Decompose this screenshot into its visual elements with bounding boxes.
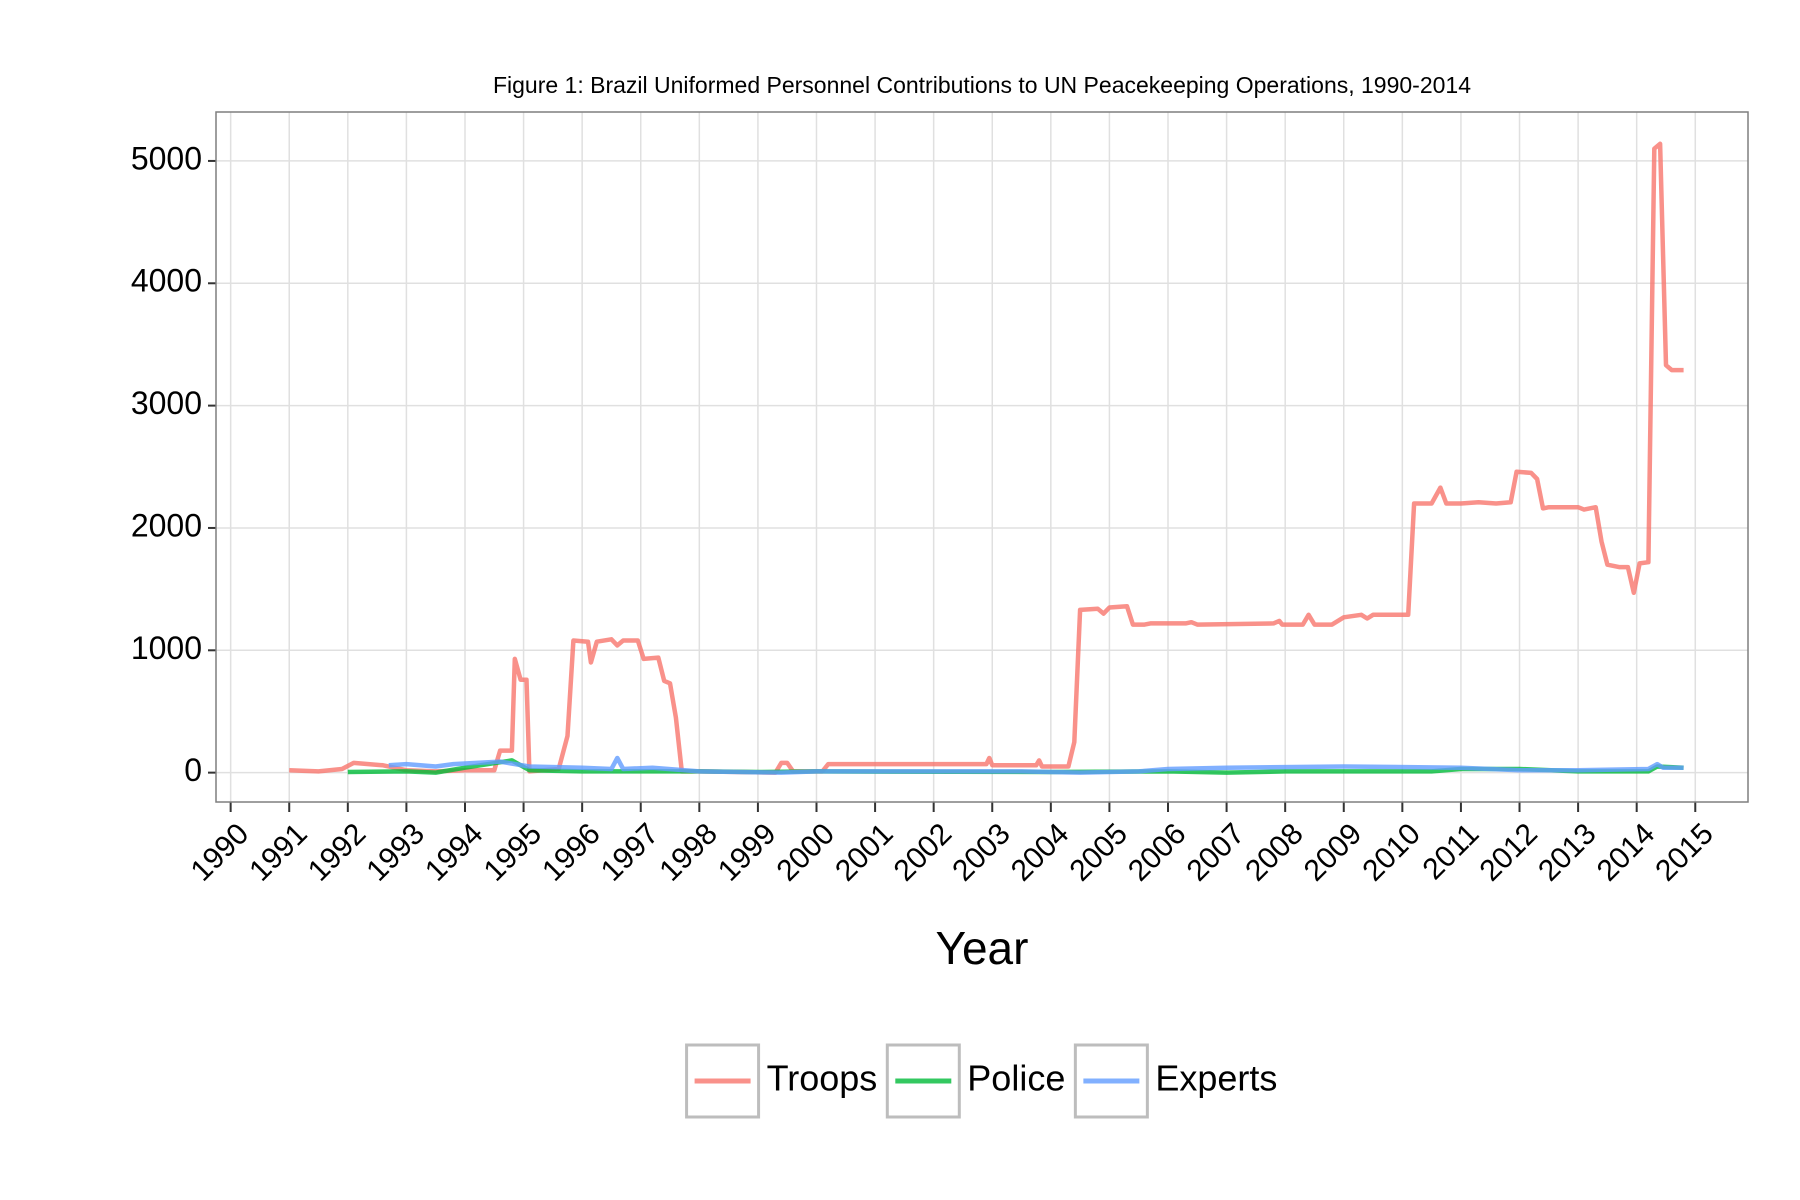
x-tick-label: 1992 — [302, 817, 373, 888]
x-tick-label: 2007 — [1181, 817, 1252, 888]
x-tick-label: 2000 — [771, 817, 842, 888]
y-tick-label: 1000 — [131, 630, 202, 666]
series-line — [388, 755, 1684, 775]
series-line — [289, 141, 1684, 775]
x-tick-label: 1998 — [653, 817, 724, 888]
x-tick-label: 2005 — [1063, 817, 1134, 888]
x-tick-label: 2009 — [1298, 817, 1369, 888]
x-tick-label: 2002 — [888, 817, 959, 888]
x-tick-label: 1995 — [478, 817, 549, 888]
x-axis-label: Year — [936, 922, 1029, 974]
x-tick-label: 1997 — [595, 817, 666, 888]
x-tick-label: 1991 — [243, 817, 314, 888]
x-tick-label: 1999 — [712, 817, 783, 888]
x-tick-label: 2004 — [1005, 817, 1076, 888]
legend-label: Police — [967, 1058, 1065, 1099]
x-tick-label: 1996 — [536, 817, 607, 888]
x-tick-label: 1990 — [185, 817, 256, 888]
x-tick-label: 2015 — [1649, 817, 1720, 888]
plot-border — [215, 111, 1749, 803]
x-tick-label: 2011 — [1417, 817, 1486, 886]
x-tick-label: 2013 — [1532, 817, 1603, 888]
x-tick-label: 2001 — [829, 817, 900, 888]
y-tick-label: 5000 — [131, 140, 202, 176]
x-tick-label: 1993 — [360, 817, 431, 888]
y-tick-label: 0 — [184, 752, 202, 788]
legend-label: Experts — [1155, 1058, 1277, 1099]
x-tick-label: 2008 — [1239, 817, 1310, 888]
y-tick-label: 4000 — [131, 263, 202, 299]
legend: Troops Police Experts — [685, 1043, 1277, 1119]
x-tick-label: 2012 — [1474, 817, 1545, 888]
y-tick-label: 3000 — [131, 385, 202, 421]
y-tick-label: 2000 — [131, 507, 202, 543]
x-tick-label: 1994 — [419, 817, 490, 888]
legend-label: Troops — [767, 1058, 878, 1099]
x-tick-label: 2010 — [1356, 817, 1427, 888]
chart-title: Figure 1: Brazil Uniformed Personnel Con… — [493, 72, 1471, 98]
x-tick-label: 2006 — [1122, 817, 1193, 888]
x-tick-label: 2003 — [946, 817, 1017, 888]
x-tick-label: 2014 — [1591, 817, 1662, 888]
